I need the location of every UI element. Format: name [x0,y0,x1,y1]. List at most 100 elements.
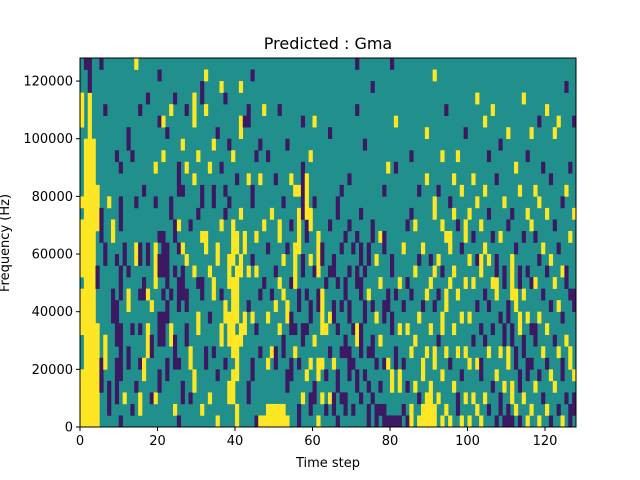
heatmap-cell [568,346,573,370]
heatmap-cell [463,219,468,243]
y-axis-title: Frequency (Hz) [0,194,13,292]
heatmap-cell [432,300,437,312]
heatmap-cell [467,207,472,220]
heatmap-cell [382,357,387,370]
heatmap-cell [157,254,162,278]
heatmap-cell [196,311,201,336]
heatmap-cell [545,323,550,336]
heatmap-cell [277,219,282,243]
heatmap-cell [138,392,143,416]
heatmap-cell [444,230,449,243]
heatmap-cell [432,403,437,428]
heatmap-cell [444,346,449,359]
heatmap-cell [355,323,360,347]
heatmap-cell [475,300,480,312]
heatmap-cell [467,415,472,428]
heatmap-cell [161,150,166,163]
heatmap-cell [165,127,170,140]
heatmap-cell [238,323,244,347]
heatmap-cell [359,242,364,266]
heatmap-cell [266,311,271,324]
heatmap-cell [273,173,278,186]
heatmap-cell [200,184,205,209]
heatmap-cell [227,138,232,151]
heatmap-cell [393,415,399,428]
heatmap-cell [475,403,480,416]
heatmap-cell [432,69,437,82]
heatmap-cell [324,369,329,382]
heatmap-cell [568,288,573,301]
heatmap-cell [231,150,236,163]
heatmap-cell [134,242,139,266]
heatmap-cell [521,334,526,359]
y-axis: 0 20000 40000 60000 80000 100000 120000 [23,75,80,436]
heatmap-cell [572,288,577,312]
heatmap-cell [335,415,340,428]
heatmap-cell [440,265,445,278]
heatmap-cell [552,277,557,289]
heatmap-cell [471,392,476,405]
heatmap-cell [285,415,290,428]
heatmap-cell [246,104,251,128]
heatmap-cell [118,161,123,174]
heatmap-cell [494,173,499,186]
heatmap-cell [180,138,185,151]
heatmap-cell [421,403,426,428]
heatmap-cell [107,380,112,416]
heatmap-cell [149,300,154,312]
heatmap-cell [200,277,205,301]
heatmap-cell [157,115,162,128]
heatmap-cell [525,311,530,324]
heatmap-cell [351,357,356,370]
heatmap-cell [180,265,185,301]
heatmap-cell [196,150,201,163]
heatmap-cell [149,334,154,359]
heatmap-cell [486,207,492,220]
heatmap-cell [382,300,387,324]
heatmap-cell [351,323,356,336]
heatmap-cell [390,369,395,393]
heatmap-cell [231,369,236,405]
heatmap-cell [355,58,360,70]
heatmap-cell [370,81,375,93]
heatmap-cell [83,138,89,428]
heatmap-cell [238,81,244,93]
heatmap-cell [417,392,422,405]
heatmap-cell [494,254,499,278]
heatmap-cell [169,196,174,220]
heatmap-cell [552,380,557,393]
heatmap-cell [483,115,488,128]
heatmap-cell [390,311,395,336]
heatmap-cell [405,415,410,428]
heatmap-cell [440,369,445,382]
heatmap-cell [413,219,418,232]
heatmap-cell [502,196,507,209]
heatmap-cell [510,323,515,347]
heatmap-cell [393,115,399,128]
heatmap-cell [126,346,131,370]
heatmap-cell [308,254,313,266]
heatmap-cell [262,415,267,428]
heatmap-cell [386,161,391,174]
heatmap-cell [80,219,85,278]
heatmap-cell [111,219,116,243]
heatmap-cell [475,357,480,370]
heatmap-cell [355,230,360,243]
heatmap-cell [103,242,108,266]
heatmap-cell [510,207,515,220]
heatmap-cell [145,92,151,105]
heatmap-cell [486,300,492,312]
heatmap-cell [498,392,503,416]
heatmap-cell [421,300,426,312]
heatmap-cell [227,254,232,289]
heatmap-cell [250,357,255,382]
heatmap-cell [211,138,216,151]
heatmap-cell [312,115,317,128]
heatmap-cell [335,277,340,289]
heatmap-cell [308,392,313,416]
heatmap-cell [506,403,511,428]
heatmap-cell [242,311,247,336]
heatmap-cell [455,392,461,416]
heatmap-cell [517,415,523,428]
heatmap-cell [545,357,550,370]
